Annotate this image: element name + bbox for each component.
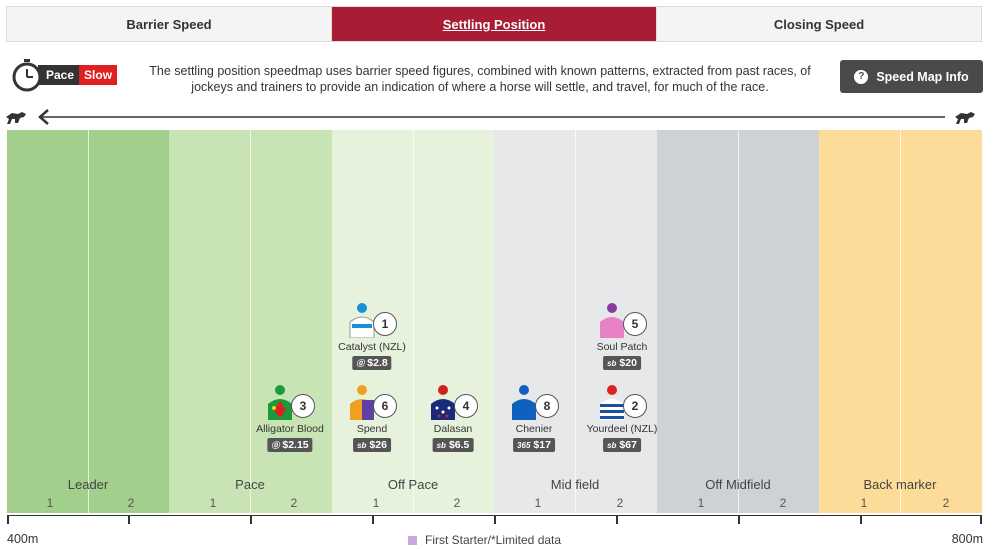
zone-sub-label: 1 bbox=[372, 496, 380, 510]
zone-pace bbox=[169, 130, 332, 513]
zone-sub-label: 1 bbox=[534, 496, 542, 510]
zone-label-mid-field: Mid field bbox=[550, 477, 600, 492]
runner-name: Catalyst (NZL) bbox=[338, 341, 406, 353]
zone-sub-label: 2 bbox=[779, 496, 787, 510]
horse-icon-right bbox=[955, 112, 975, 124]
speed-map-info-button[interactable]: ? Speed Map Info bbox=[840, 60, 983, 93]
stopwatch-icon bbox=[10, 58, 44, 92]
odds-badge[interactable]: ⓪ $2.8 bbox=[352, 356, 392, 370]
odds-badge[interactable]: ⓪ $2.15 bbox=[267, 438, 313, 452]
odds-badge[interactable]: sb $20 bbox=[603, 356, 641, 370]
zone-sub-label: 2 bbox=[290, 496, 298, 510]
speed-map: Leader Pace Off Pace Mid field Off Midfi… bbox=[7, 130, 982, 513]
legend: First Starter/*Limited data bbox=[408, 533, 561, 547]
runner-name: Soul Patch bbox=[596, 341, 648, 353]
jockey-silk-icon bbox=[349, 303, 375, 338]
zone-sub-label: 1 bbox=[860, 496, 868, 510]
bookmaker-logo-icon: ⓪ bbox=[271, 440, 280, 450]
jockey-silk-icon bbox=[512, 385, 536, 420]
tab-settling-position[interactable]: Settling Position bbox=[332, 7, 657, 41]
jockey-silk-icon bbox=[431, 385, 455, 420]
zone-sub-label: 2 bbox=[942, 496, 950, 510]
zone-label-off-midfield: Off Midfield bbox=[705, 477, 771, 492]
speed-map-info-label: Speed Map Info bbox=[876, 69, 969, 84]
zone-sub-label: 2 bbox=[616, 496, 624, 510]
odds-badge[interactable]: 365 $17 bbox=[513, 438, 555, 452]
runner-name: Dalasan bbox=[433, 423, 473, 435]
jockey-silk-icon bbox=[350, 385, 374, 420]
bookmaker-logo-icon: sb bbox=[436, 440, 446, 450]
jockey-silk-icon bbox=[268, 385, 292, 420]
zone-label-leader: Leader bbox=[67, 477, 109, 492]
zone-off-midfield bbox=[657, 130, 819, 513]
zone-sub-label: 1 bbox=[697, 496, 705, 510]
odds-badge[interactable]: sb $67 bbox=[603, 438, 641, 452]
bookmaker-logo-icon: sb bbox=[357, 440, 367, 450]
zone-sub-label: 1 bbox=[46, 496, 54, 510]
zone-label-pace: Pace bbox=[235, 477, 265, 492]
zone-sub-label: 2 bbox=[453, 496, 461, 510]
zone-leader bbox=[7, 130, 169, 513]
horse-icon-left bbox=[6, 112, 26, 124]
bookmaker-logo-icon: ⓪ bbox=[356, 358, 365, 368]
speedmap-tabs: Barrier Speed Settling Position Closing … bbox=[6, 6, 982, 42]
zone-sub-label: 1 bbox=[209, 496, 217, 510]
first-starter-swatch bbox=[408, 535, 417, 545]
speedmap-description: The settling position speedmap uses barr… bbox=[149, 64, 811, 94]
zone-label-off-pace: Off Pace bbox=[387, 477, 439, 492]
odds-badge[interactable]: sb $26 bbox=[353, 438, 391, 452]
zone-back-marker bbox=[819, 130, 982, 513]
runner-number: 8 bbox=[535, 394, 559, 418]
axis-start-label: 400m bbox=[7, 532, 39, 546]
question-icon: ? bbox=[854, 69, 869, 84]
pace-value-badge: Slow bbox=[79, 65, 118, 85]
tab-closing-speed[interactable]: Closing Speed bbox=[657, 7, 981, 41]
bookmaker-logo-icon: sb bbox=[607, 358, 617, 368]
pace-label: Pace bbox=[38, 65, 80, 85]
zone-sub-label: 2 bbox=[127, 496, 135, 510]
axis-end-label: 800m bbox=[951, 532, 983, 546]
jockey-silk-icon bbox=[600, 303, 624, 338]
jockey-silk-icon bbox=[600, 385, 624, 420]
runner-name: Yourdeel (NZL) bbox=[586, 423, 658, 435]
runner-number: 2 bbox=[623, 394, 647, 418]
distance-axis bbox=[7, 515, 982, 524]
race-direction-arrow bbox=[6, 109, 975, 125]
legend-label: First Starter/*Limited data bbox=[425, 533, 562, 547]
odds-badge[interactable]: sb $6.5 bbox=[432, 438, 474, 452]
bookmaker-logo-icon: 365 bbox=[517, 440, 531, 450]
bookmaker-logo-icon: sb bbox=[607, 440, 617, 450]
runner-name: Alligator Blood bbox=[256, 423, 324, 435]
runner-name: Spend bbox=[356, 423, 388, 435]
runner-name: Chenier bbox=[515, 423, 553, 435]
runner-number: 5 bbox=[623, 312, 647, 336]
runner-number: 1 bbox=[373, 312, 397, 336]
tab-barrier-speed[interactable]: Barrier Speed bbox=[7, 7, 332, 41]
runner-number: 3 bbox=[291, 394, 315, 418]
runner-number: 6 bbox=[373, 394, 397, 418]
pace-indicator: Pace Slow bbox=[10, 58, 118, 92]
runner-number: 4 bbox=[454, 394, 478, 418]
zone-label-back-marker: Back marker bbox=[863, 477, 937, 492]
